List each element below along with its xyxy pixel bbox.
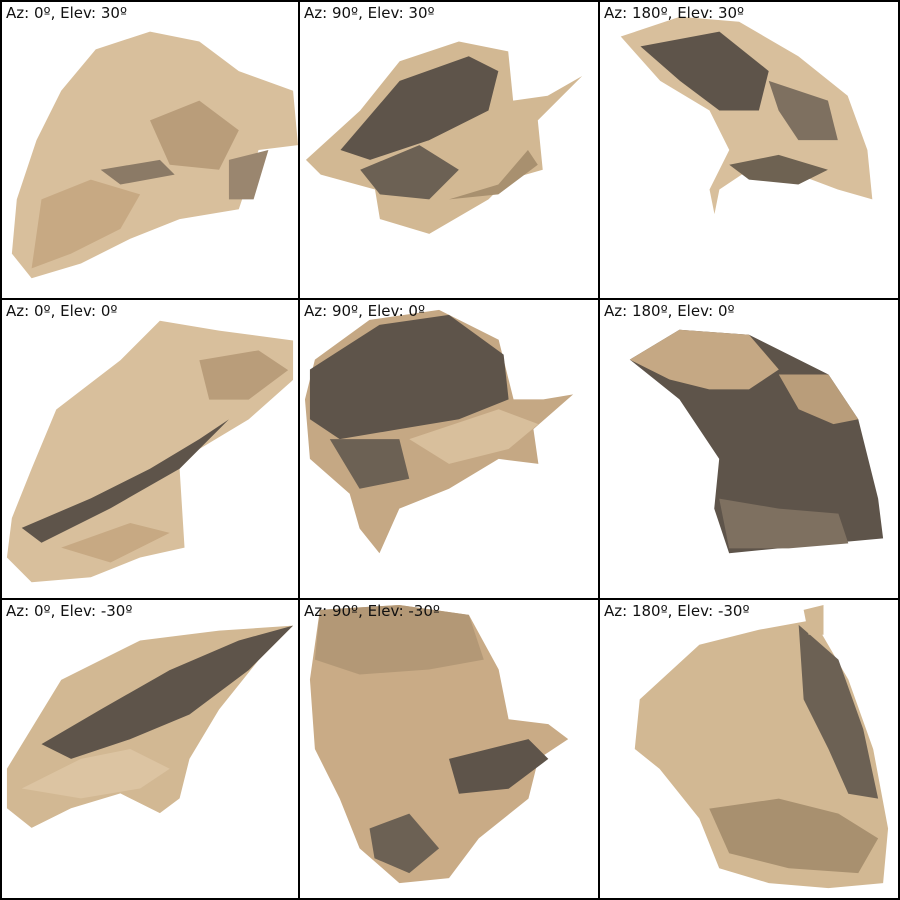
- view-label: Az: 0º, Elev: 30º: [6, 4, 128, 22]
- view-label: Az: 90º, Elev: 0º: [304, 302, 426, 320]
- voxel-render-az0-elev30: [11, 31, 298, 279]
- voxel-render-az0-elev0: [6, 320, 294, 583]
- view-label: Az: 180º, Elev: 30º: [604, 4, 745, 22]
- view-label: Az: 180º, Elev: -30º: [604, 602, 750, 620]
- voxel-render-az0-elev-30: [6, 625, 294, 828]
- view-label: Az: 90º, Elev: -30º: [304, 602, 440, 620]
- voxel-render-az90-elev0: [304, 309, 574, 554]
- voxel-render-az90-elev-30: [309, 604, 569, 884]
- view-label: Az: 180º, Elev: 0º: [604, 302, 735, 320]
- voxel-render-az180-elev30: [620, 16, 873, 215]
- view-panel-az180-elev-30: Az: 180º, Elev: -30º: [600, 600, 900, 900]
- view-panel-az180-elev30: Az: 180º, Elev: 30º: [600, 0, 900, 300]
- view-panel-az90-elev30: Az: 90º, Elev: 30º: [300, 0, 600, 300]
- view-panel-az90-elev-30: Az: 90º, Elev: -30º: [300, 600, 600, 900]
- view-panel-az180-elev0: Az: 180º, Elev: 0º: [600, 300, 900, 600]
- voxel-render-az180-elev-30: [634, 604, 889, 889]
- view-label: Az: 0º, Elev: 0º: [6, 302, 118, 320]
- voxel-render-az180-elev0: [629, 329, 884, 554]
- view-panel-az0-elev-30: Az: 0º, Elev: -30º: [0, 600, 300, 900]
- view-panel-az90-elev0: Az: 90º, Elev: 0º: [300, 300, 600, 600]
- view-label: Az: 90º, Elev: 30º: [304, 4, 435, 22]
- view-label: Az: 0º, Elev: -30º: [6, 602, 133, 620]
- voxel-render-az90-elev30: [305, 41, 583, 234]
- view-panel-az0-elev0: Az: 0º, Elev: 0º: [0, 300, 300, 600]
- view-panel-az0-elev30: Az: 0º, Elev: 30º: [0, 0, 300, 300]
